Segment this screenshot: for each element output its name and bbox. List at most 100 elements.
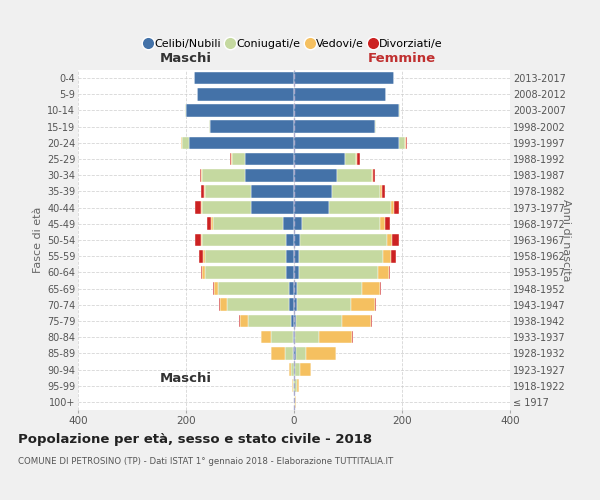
Bar	[337, 169, 372, 181]
Bar	[205, 250, 286, 262]
Bar	[294, 88, 386, 101]
Bar	[289, 282, 294, 295]
Bar	[286, 250, 294, 262]
Bar	[239, 314, 240, 328]
Bar	[213, 282, 214, 295]
Bar	[375, 120, 376, 133]
Bar	[245, 152, 294, 166]
Bar	[385, 218, 390, 230]
Bar	[197, 88, 294, 101]
Bar	[286, 234, 294, 246]
Bar	[260, 331, 271, 344]
Bar	[294, 380, 296, 392]
Bar	[294, 266, 299, 278]
Bar	[292, 363, 294, 376]
Bar	[382, 185, 385, 198]
Bar	[209, 120, 211, 133]
Bar	[220, 298, 227, 311]
Bar	[373, 169, 375, 181]
Bar	[294, 347, 296, 360]
Legend: Celibi/Nubili, Coniugati/e, Vedovi/e, Divorziati/e: Celibi/Nubili, Coniugati/e, Vedovi/e, Di…	[141, 35, 447, 54]
Bar	[294, 169, 337, 181]
Bar	[389, 266, 390, 278]
Bar	[283, 218, 294, 230]
Bar	[211, 120, 294, 133]
Bar	[406, 136, 407, 149]
Bar	[286, 266, 294, 278]
Bar	[188, 136, 294, 149]
Bar	[400, 136, 404, 149]
Bar	[301, 234, 387, 246]
Bar	[394, 202, 400, 214]
Bar	[371, 314, 372, 328]
Bar	[218, 282, 289, 295]
Bar	[380, 218, 385, 230]
Bar	[296, 282, 361, 295]
Bar	[294, 363, 295, 376]
Bar	[332, 185, 380, 198]
Bar	[294, 120, 375, 133]
Bar	[350, 298, 375, 311]
Bar	[299, 250, 383, 262]
Bar	[375, 298, 376, 311]
Bar	[296, 298, 350, 311]
Bar	[294, 282, 296, 295]
Bar	[202, 266, 205, 278]
Bar	[294, 185, 332, 198]
Bar	[232, 152, 245, 166]
Bar	[293, 380, 294, 392]
Bar	[185, 104, 186, 117]
Bar	[356, 152, 357, 166]
Bar	[294, 218, 302, 230]
Text: COMUNE DI PETROSINO (TP) - Dati ISTAT 1° gennaio 2018 - Elaborazione TUTTITALIA.: COMUNE DI PETROSINO (TP) - Dati ISTAT 1°…	[18, 458, 393, 466]
Bar	[231, 152, 232, 166]
Bar	[299, 266, 378, 278]
Text: Maschi: Maschi	[160, 52, 212, 65]
Bar	[295, 363, 301, 376]
Bar	[293, 331, 294, 344]
Bar	[294, 104, 400, 117]
Bar	[214, 282, 218, 295]
Bar	[294, 250, 299, 262]
Bar	[195, 234, 200, 246]
Bar	[361, 282, 380, 295]
Bar	[213, 218, 283, 230]
Bar	[292, 380, 293, 392]
Bar	[201, 185, 204, 198]
Bar	[245, 169, 294, 181]
Bar	[219, 298, 220, 311]
Bar	[200, 234, 202, 246]
Bar	[203, 250, 205, 262]
Bar	[202, 169, 245, 181]
Bar	[329, 202, 391, 214]
Bar	[352, 331, 353, 344]
Bar	[205, 185, 251, 198]
Bar	[294, 152, 346, 166]
Bar	[201, 169, 202, 181]
Bar	[296, 347, 307, 360]
Y-axis label: Fasce di età: Fasce di età	[32, 207, 43, 273]
Bar	[186, 104, 294, 117]
Bar	[307, 347, 336, 360]
Bar	[251, 185, 294, 198]
Text: Popolazione per età, sesso e stato civile - 2018: Popolazione per età, sesso e stato civil…	[18, 432, 372, 446]
Bar	[392, 234, 399, 246]
Bar	[202, 234, 286, 246]
Y-axis label: Anni di nascita: Anni di nascita	[561, 198, 571, 281]
Bar	[391, 202, 394, 214]
Bar	[205, 266, 286, 278]
Bar	[380, 282, 382, 295]
Bar	[319, 331, 352, 344]
Bar	[301, 363, 311, 376]
Bar	[211, 218, 213, 230]
Bar	[383, 250, 391, 262]
Text: Femmine: Femmine	[368, 52, 436, 65]
Bar	[199, 169, 201, 181]
Bar	[357, 152, 360, 166]
Bar	[292, 314, 294, 328]
Bar	[294, 72, 394, 85]
Bar	[391, 250, 395, 262]
Bar	[199, 250, 203, 262]
Bar	[378, 266, 389, 278]
Bar	[294, 136, 400, 149]
